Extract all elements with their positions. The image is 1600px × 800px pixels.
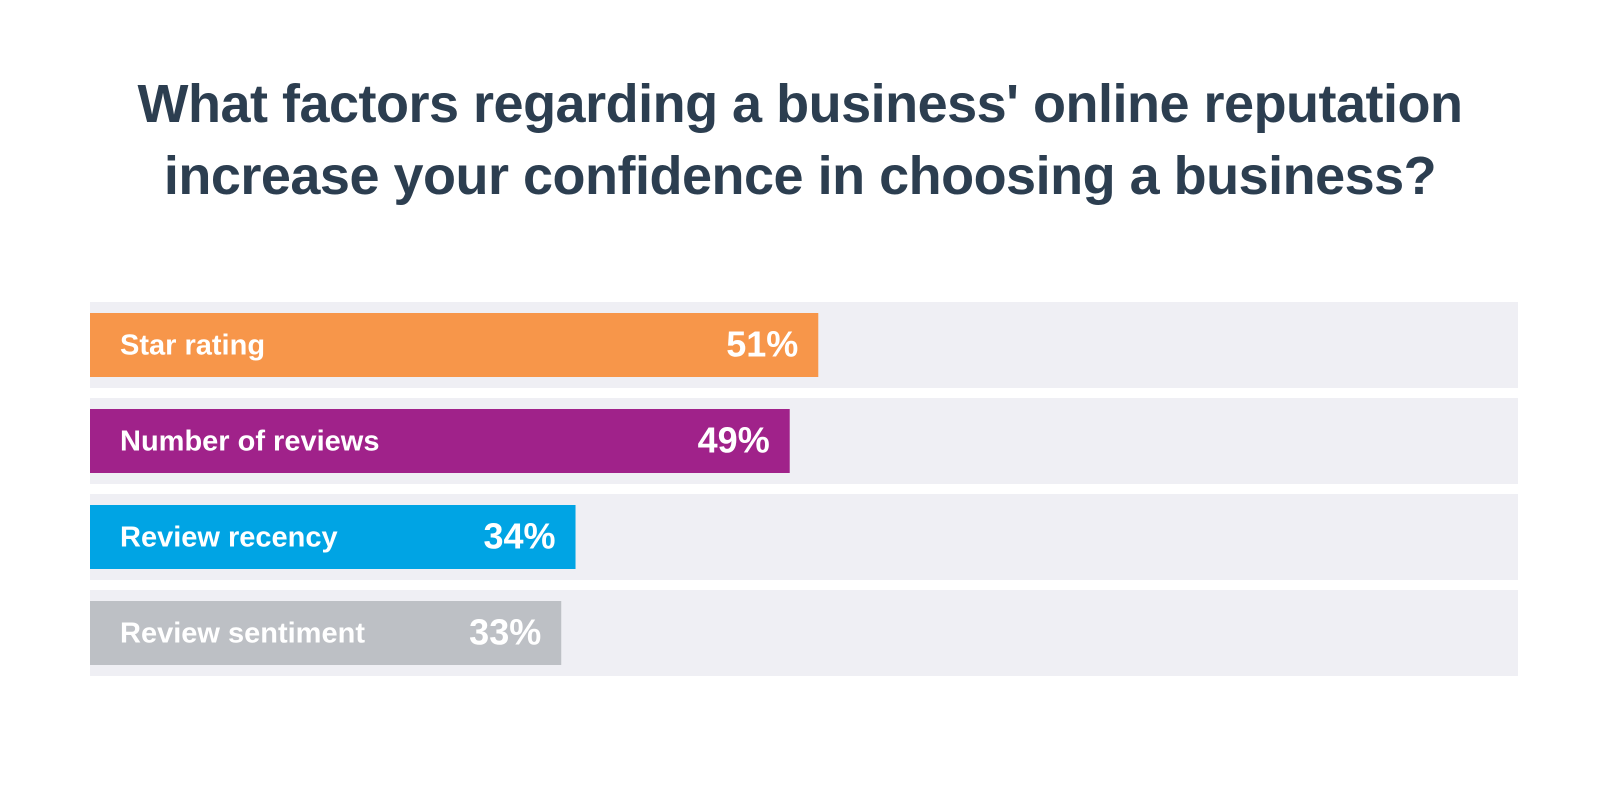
chart-title: What factors regarding a business' onlin…	[137, 74, 1463, 206]
category-label: Star rating	[120, 330, 265, 362]
bar	[90, 313, 819, 377]
bar	[90, 601, 562, 665]
category-label: Review sentiment	[120, 618, 365, 650]
bar	[90, 505, 576, 569]
value-label: 49%	[698, 420, 770, 461]
value-label: 51%	[726, 324, 798, 365]
bar	[90, 409, 790, 473]
value-label: 33%	[469, 612, 541, 653]
value-label: 34%	[483, 516, 555, 557]
category-label: Number of reviews	[120, 426, 379, 458]
category-label: Review recency	[120, 522, 338, 554]
